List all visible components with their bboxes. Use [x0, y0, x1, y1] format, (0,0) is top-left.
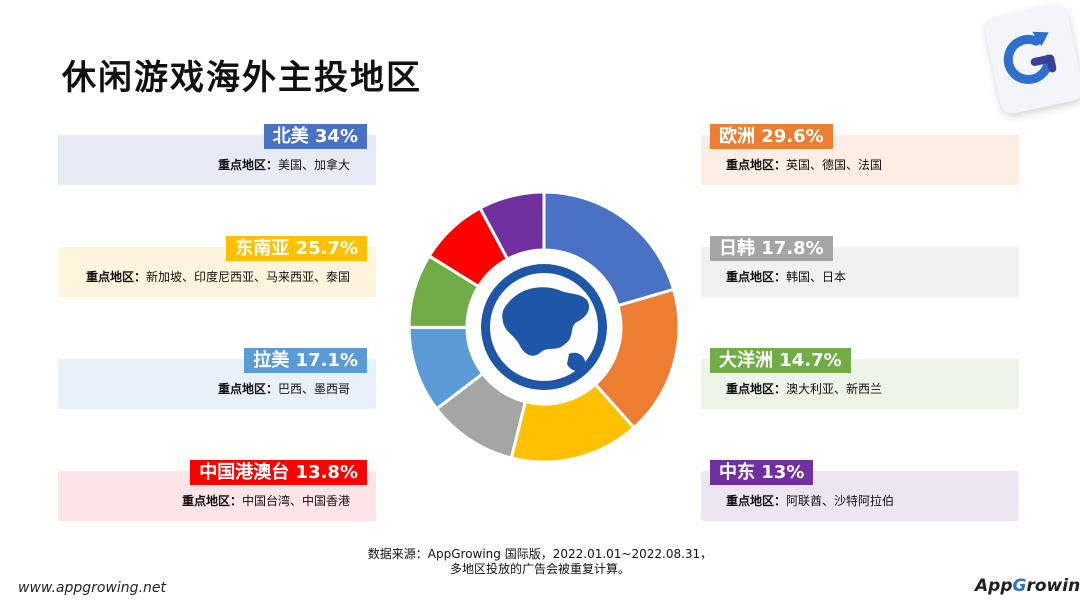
donut-chart — [407, 190, 681, 466]
legend-detail: 重点地区：中国台湾、中国香港 — [182, 492, 350, 509]
legend-card: 中国港澳台 13.8% 重点地区：中国台湾、中国香港 — [58, 460, 376, 521]
legend-card: 中东 13% 重点地区：阿联酋、沙特阿拉伯 — [701, 460, 1019, 521]
legend-tag: 欧洲 29.6% — [710, 124, 833, 149]
source-note: 数据来源：AppGrowing 国际版，2022.01.01~2022.08.3… — [0, 547, 1080, 577]
legend-tag: 日韩 17.8% — [710, 236, 833, 261]
legend-tag: 东南亚 25.7% — [226, 236, 367, 261]
legend-tag: 大洋洲 14.7% — [710, 348, 851, 373]
legend-card: 北美 34% 重点地区：美国、加拿大 — [58, 124, 376, 185]
legend-detail: 重点地区：美国、加拿大 — [218, 156, 350, 173]
legend-detail: 重点地区：澳大利亚、新西兰 — [726, 380, 882, 397]
detail-regions: 美国、加拿大 — [277, 158, 350, 172]
legend-card: 日韩 17.8% 重点地区：韩国、日本 — [701, 236, 1019, 297]
detail-regions: 巴西、墨西哥 — [277, 382, 350, 396]
detail-label: 重点地区： — [726, 494, 787, 508]
legend-tag: 拉美 17.1% — [244, 348, 367, 373]
legend-card: 欧洲 29.6% 重点地区：英国、德国、法国 — [701, 124, 1019, 185]
legend-card: 拉美 17.1% 重点地区：巴西、墨西哥 — [58, 348, 376, 409]
site-url[interactable]: www.appgrowing.net — [18, 580, 166, 596]
detail-label: 重点地区： — [85, 270, 146, 284]
detail-label: 重点地区： — [726, 382, 787, 396]
legend-detail: 重点地区：英国、德国、法国 — [726, 156, 882, 173]
legend-tag: 中东 13% — [710, 460, 814, 485]
globe-icon — [481, 264, 607, 390]
detail-regions: 中国台湾、中国香港 — [241, 494, 350, 508]
detail-regions: 韩国、日本 — [786, 270, 847, 284]
legend-tag: 中国港澳台 13.8% — [190, 460, 367, 485]
donut-chart-svg — [407, 190, 681, 464]
brand-text-g: G — [1012, 576, 1027, 596]
detail-regions: 英国、德国、法国 — [786, 158, 883, 172]
legend-card: 东南亚 25.7% 重点地区：新加坡、印度尼西亚、马来西亚、泰国 — [58, 236, 376, 297]
source-line-2: 多地区投放的广告会被重复计算。 — [449, 562, 630, 576]
detail-regions: 新加坡、印度尼西亚、马来西亚、泰国 — [145, 270, 350, 284]
brand-text-app: App — [975, 576, 1013, 596]
detail-label: 重点地区： — [217, 382, 278, 396]
detail-regions: 阿联酋、沙特阿拉伯 — [786, 494, 895, 508]
detail-label: 重点地区： — [217, 158, 278, 172]
donut-slice — [478, 190, 546, 262]
legend-tag: 北美 34% — [263, 124, 367, 149]
brand-logo-text: AppGrowing — [975, 576, 1080, 596]
legend-detail: 重点地区：阿联酋、沙特阿拉伯 — [726, 492, 894, 509]
brand-text-rowing: rowing — [1026, 576, 1080, 596]
legend-detail: 重点地区：韩国、日本 — [726, 268, 846, 285]
page-title: 休闲游戏海外主投地区 — [62, 58, 422, 98]
source-line-1: 数据来源：AppGrowing 国际版，2022.01.01~2022.08.3… — [367, 547, 713, 561]
appgrowing-logo-icon — [982, 2, 1080, 116]
detail-label: 重点地区： — [726, 270, 787, 284]
detail-label: 重点地区： — [181, 494, 242, 508]
detail-regions: 澳大利亚、新西兰 — [786, 382, 883, 396]
legend-detail: 重点地区：巴西、墨西哥 — [218, 380, 350, 397]
legend-card: 大洋洲 14.7% 重点地区：澳大利亚、新西兰 — [701, 348, 1019, 409]
detail-label: 重点地区： — [726, 158, 787, 172]
legend-detail: 重点地区：新加坡、印度尼西亚、马来西亚、泰国 — [86, 268, 350, 285]
